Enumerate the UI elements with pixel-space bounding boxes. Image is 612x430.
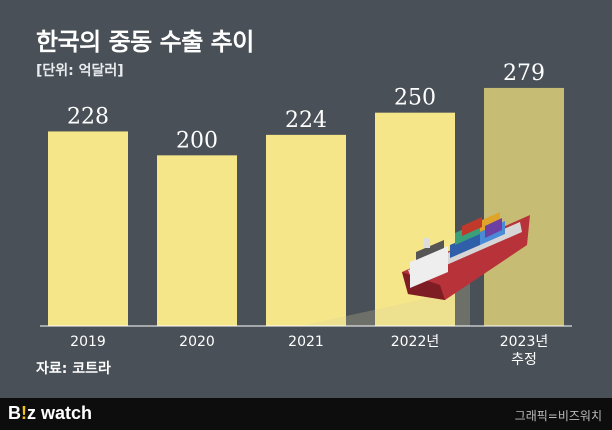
chart-title: 한국의 중동 수출 추이 xyxy=(36,28,254,56)
source-note: 자료: 코트라 xyxy=(36,361,111,377)
brand-logo: B!z watch xyxy=(8,403,92,424)
x-tick-label: 2022년 xyxy=(391,334,440,350)
x-tick-label: 2020 xyxy=(179,334,215,350)
graphic-credit: 그래픽=비즈워치 xyxy=(514,409,602,423)
x-tick-sublabel: 추정 xyxy=(511,352,537,368)
unit-label: [단위: 억달러] xyxy=(36,63,124,79)
bar-value-label: 250 xyxy=(394,86,436,111)
bar-value-label: 279 xyxy=(503,61,545,86)
bar-2021 xyxy=(266,134,346,326)
brand-logo-part: z watch xyxy=(27,403,93,423)
bar-value-label: 228 xyxy=(67,104,109,129)
container-ship-icon xyxy=(300,212,530,326)
x-tick-label: 2019 xyxy=(70,334,106,350)
x-tick-label: 2023년 xyxy=(500,334,549,350)
x-tick-label: 2021 xyxy=(288,334,324,350)
bar-value-label: 224 xyxy=(285,108,327,133)
bar-2019 xyxy=(48,131,128,326)
bar-2020 xyxy=(157,155,237,326)
brand-logo-part: B xyxy=(8,403,21,423)
bar-2023년 xyxy=(484,87,564,326)
brand-logo-accent: ! xyxy=(21,403,27,423)
footer-bar: B!z watch 그래픽=비즈워치 xyxy=(0,398,612,430)
chart-panel: 한국의 중동 수출 추이 [단위: 억달러] 228 2019 200 2020 224… xyxy=(36,28,572,377)
bar-value-label: 200 xyxy=(176,128,218,153)
